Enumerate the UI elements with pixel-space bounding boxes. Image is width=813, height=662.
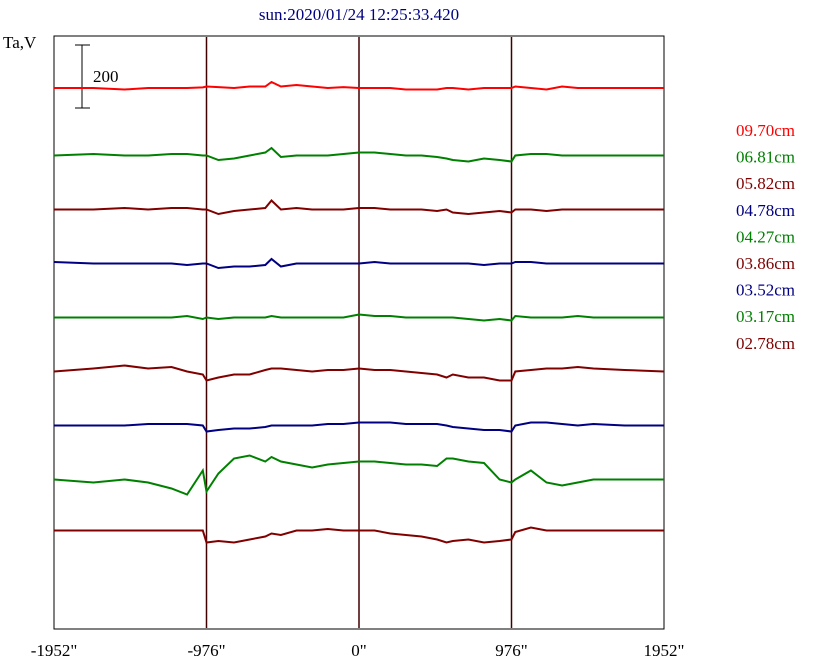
series-line-09.70cm [54, 80, 664, 91]
series-line-02.78cm [54, 526, 664, 544]
series-lines [53, 80, 665, 544]
legend-item: 03.86cm [736, 254, 795, 273]
x-tick-label: -976" [187, 641, 225, 660]
legend-item: 05.82cm [736, 174, 795, 193]
series-line-03.52cm [54, 421, 664, 433]
scale-bar-label: 200 [93, 67, 119, 86]
plot-frame [53, 35, 665, 630]
x-tick-label: -1952" [31, 641, 78, 660]
legend-item: 09.70cm [736, 121, 795, 140]
series-line-04.78cm [53, 257, 664, 270]
x-tick-label: 0" [351, 641, 366, 660]
chart-title: sun:2020/01/24 12:25:33.420 [259, 5, 459, 24]
legend-item: 06.81cm [736, 148, 795, 167]
legend-item: 03.52cm [736, 281, 795, 300]
x-tick-label: 976" [495, 641, 527, 660]
series-line-03.86cm [53, 364, 665, 382]
y-axis-label: Ta,V [3, 33, 37, 52]
legend: 09.70cm 06.81cm 05.82cm 04.78cm 04.27cm 03.86… [736, 121, 795, 353]
series-line-03.17cm [53, 454, 664, 496]
x-tick-labels: -1952" -976" 0" 976" 1952" [31, 641, 685, 660]
legend-item: 02.78cm [736, 334, 795, 353]
scale-bar: 200 [75, 44, 119, 109]
series-line-05.82cm [54, 199, 664, 216]
legend-item: 04.27cm [736, 227, 795, 246]
legend-item: 03.17cm [736, 307, 795, 326]
series-line-04.27cm [54, 313, 664, 322]
legend-item: 04.78cm [736, 201, 795, 220]
series-line-06.81cm [53, 146, 664, 163]
x-tick-label: 1952" [644, 641, 685, 660]
